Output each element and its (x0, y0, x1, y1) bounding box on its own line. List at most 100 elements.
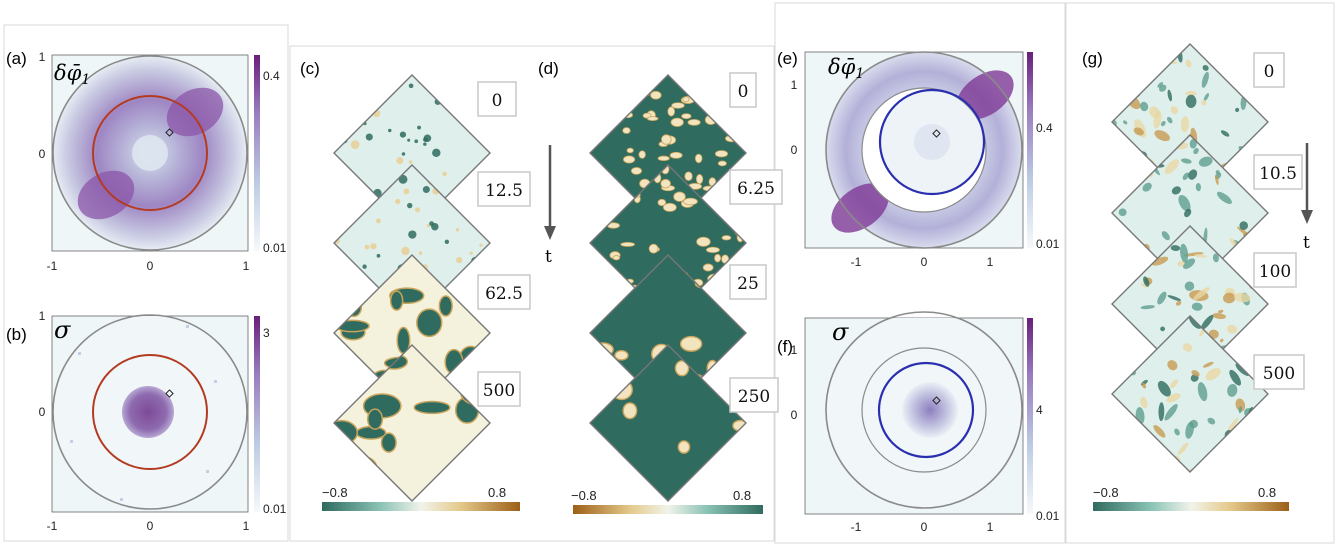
svg-text:0: 0 (738, 82, 749, 102)
time-label-d-2: 25 (729, 264, 767, 300)
outer-ring (825, 311, 1023, 509)
colorbar-tick: 0.01 (1036, 509, 1060, 523)
svg-text:250: 250 (738, 387, 770, 407)
svg-text:500: 500 (1263, 364, 1295, 384)
svg-text:500: 500 (483, 381, 515, 401)
x-tick: 0 (147, 519, 154, 533)
time-label-c-3: 500 (477, 371, 521, 407)
time-label-c-d: t (545, 247, 552, 267)
panel-f (804, 311, 1033, 515)
blue-ring (878, 88, 986, 196)
colorbar-g (1093, 502, 1289, 511)
colorbar (1027, 318, 1033, 514)
time-arrow-g (1301, 143, 1313, 224)
x-tick: 0 (921, 255, 928, 269)
colorbar-tick: 0.01 (263, 502, 287, 516)
time-label-d-1: 6.25 (729, 169, 783, 205)
time-label-d-3: 250 (729, 377, 779, 413)
colorbar-tick: 0.4 (1036, 121, 1053, 135)
time-label-g-1: 10.5 (1253, 154, 1303, 190)
y-tick: 1 (39, 309, 46, 323)
probe-marker (165, 128, 174, 137)
axis-ticks-a: -1 0 1 1 0 0.4 0.01 (39, 50, 287, 273)
x-tick: 1 (243, 519, 250, 533)
snapshot-d-3 (589, 344, 747, 502)
y-tick: 0 (39, 405, 46, 419)
panel-c: 0 12.5 62.5 500 (333, 74, 531, 502)
inner-ring (861, 87, 987, 213)
inner-ring (861, 347, 987, 473)
colorbar-tick: 3 (263, 326, 270, 340)
probe-marker (165, 389, 174, 398)
axis-ticks-b: -1 0 1 1 0 3 0.01 (39, 309, 287, 533)
x-tick: 1 (243, 259, 250, 273)
colorbar-c-max: 0.8 (488, 485, 506, 500)
panel-label-c: (c) (300, 59, 320, 78)
panel-a (51, 54, 260, 252)
outer-ring (825, 51, 1023, 249)
time-label-g-0: 0 (1253, 52, 1285, 88)
time-label-g-2: 100 (1253, 252, 1297, 288)
x-tick: -1 (851, 255, 862, 269)
panel-label-g: (g) (1082, 49, 1103, 68)
x-tick: 1 (987, 520, 994, 534)
outer-ring (52, 314, 248, 510)
colorbar-g-min: −0.8 (1093, 485, 1119, 500)
outer-ring (52, 55, 248, 251)
y-tick: 0 (39, 147, 46, 161)
density-map (826, 318, 1022, 508)
x-tick: 0 (921, 520, 928, 534)
colorbar-c (322, 502, 520, 511)
time-label-c-0: 0 (477, 81, 517, 117)
axis-ticks-f: -1 0 1 1 0 4 0.01 (791, 343, 1060, 534)
density-map (53, 316, 247, 509)
probe-marker (932, 396, 941, 405)
panel-label-b: (b) (6, 325, 27, 344)
section-frames (3, 2, 1335, 544)
time-label-c-2: 62.5 (477, 274, 531, 310)
y-tick: 0 (791, 143, 798, 157)
density-map (53, 56, 247, 250)
svg-text:100: 100 (1259, 262, 1291, 282)
colorbar-tick: 0.01 (263, 241, 287, 255)
symbol-sigma-f: σ (832, 318, 849, 346)
x-tick: 0 (147, 259, 154, 273)
svg-text:10.5: 10.5 (1259, 164, 1297, 184)
x-tick: 1 (987, 255, 994, 269)
y-tick: 1 (791, 343, 798, 357)
colorbar-g-max: 0.8 (1258, 485, 1276, 500)
symbol-delta-phi-e: δφ̄1 (828, 55, 864, 82)
time-arrow-c-d (544, 145, 556, 240)
red-ring (92, 354, 208, 470)
red-ring (92, 95, 208, 211)
panel-g: 0 10.5 100 500 (1111, 43, 1305, 473)
colorbar-d-min: −0.8 (571, 488, 597, 503)
symbol-sigma-b: σ (54, 316, 71, 344)
colorbar-tick: 4 (1036, 403, 1043, 417)
colorbar-d-max: 0.8 (733, 488, 751, 503)
panel-d: 0 6.25 25 250 (589, 72, 783, 502)
svg-text:25: 25 (737, 274, 759, 294)
x-tick: -1 (47, 519, 58, 533)
colorbar-c-min: −0.8 (322, 485, 348, 500)
svg-text:0: 0 (1264, 62, 1275, 82)
y-tick: 1 (39, 50, 46, 64)
svg-text:12.5: 12.5 (485, 181, 523, 201)
blue-ring (877, 361, 975, 459)
time-label-g-3: 500 (1253, 354, 1305, 390)
colorbar (254, 55, 260, 251)
svg-text:6.25: 6.25 (737, 179, 775, 199)
svg-text:62.5: 62.5 (485, 284, 523, 304)
axis-ticks-e: -1 0 1 1 0 0.4 0.01 (791, 78, 1060, 269)
panel-label-e: (e) (777, 49, 798, 68)
y-tick: 0 (791, 408, 798, 422)
x-tick: -1 (47, 259, 58, 273)
panel-e (804, 51, 1033, 249)
panel-label-d: (d) (538, 59, 559, 78)
panel-b (51, 314, 260, 513)
colorbar (1027, 52, 1033, 248)
colorbar-tick: 0.4 (263, 69, 280, 83)
snapshot-g-3 (1111, 315, 1269, 473)
y-tick: 1 (791, 78, 798, 92)
